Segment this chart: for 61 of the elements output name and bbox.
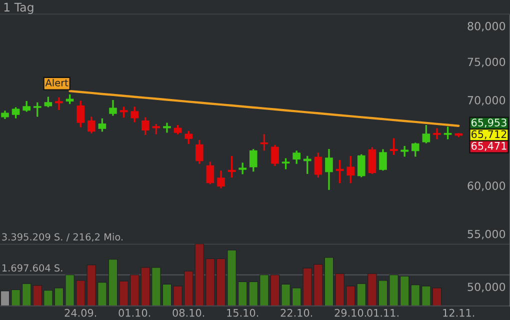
candlestick bbox=[303, 155, 312, 175]
candlestick bbox=[22, 100, 31, 113]
y-tick-label: 70,000 bbox=[468, 96, 506, 106]
x-tick-label: 29.10. bbox=[334, 308, 366, 317]
y-tick-label: 50,000 bbox=[468, 282, 506, 292]
candlestick bbox=[357, 153, 366, 178]
candlestick bbox=[314, 152, 322, 178]
y-tick-label: 75,000 bbox=[468, 58, 506, 68]
candlestick bbox=[217, 170, 225, 190]
y-tick-label: 55,000 bbox=[468, 230, 506, 240]
candlestick bbox=[271, 144, 279, 167]
candlestick bbox=[120, 106, 128, 119]
candlestick bbox=[422, 124, 430, 144]
annotation: Alert bbox=[45, 78, 68, 86]
candlestick bbox=[238, 162, 246, 176]
candlestick bbox=[228, 155, 236, 178]
ref-line-label: 1.697.604 S. bbox=[2, 264, 62, 272]
candlestick bbox=[184, 130, 192, 145]
text: 65,712 bbox=[472, 130, 506, 140]
candlestick bbox=[336, 159, 344, 184]
x-tick-label: 24.09. bbox=[64, 308, 96, 317]
candlestick bbox=[292, 150, 300, 165]
candlestick bbox=[163, 122, 171, 134]
candlestick bbox=[206, 160, 214, 186]
candlestick bbox=[55, 96, 63, 111]
candlestick bbox=[152, 123, 160, 136]
candlestick bbox=[411, 142, 420, 158]
candlestick bbox=[444, 126, 452, 140]
candlestick bbox=[130, 106, 138, 124]
candlestick bbox=[33, 102, 42, 118]
candlestick bbox=[390, 137, 398, 156]
candlestick bbox=[433, 127, 441, 140]
candlestick bbox=[400, 145, 408, 158]
candlestick bbox=[141, 116, 150, 136]
candlestick bbox=[109, 99, 117, 117]
text: 65,471 bbox=[472, 142, 506, 151]
candlestick bbox=[325, 148, 333, 191]
x-tick-label: 22.10. bbox=[280, 308, 312, 317]
text: 65,953 bbox=[472, 118, 506, 128]
candlestick bbox=[174, 124, 182, 136]
x-tick-label: 01.10. bbox=[118, 308, 150, 317]
candlestick bbox=[368, 146, 376, 175]
x-tick-label: 01.11. bbox=[367, 308, 398, 317]
chart-title: 1 Tag bbox=[4, 2, 34, 14]
candlestick bbox=[87, 116, 96, 134]
x-tick-label: 15.10. bbox=[227, 308, 258, 317]
candlestick bbox=[195, 139, 204, 165]
candlestick bbox=[282, 157, 290, 170]
y-tick-label: 80,000 bbox=[468, 22, 506, 32]
candlestick bbox=[76, 100, 84, 128]
candlestick bbox=[66, 94, 74, 105]
candlestick bbox=[98, 117, 106, 133]
candlestick bbox=[44, 96, 52, 108]
candlestick bbox=[379, 148, 387, 172]
x-tick-label: 12.11. bbox=[443, 308, 474, 317]
candlestick bbox=[346, 155, 354, 184]
y-tick-label: 60,000 bbox=[468, 182, 506, 192]
x-tick-label: 08.10. bbox=[172, 308, 204, 317]
candlestick bbox=[12, 106, 20, 120]
ref-line-label: 3.395.209 S. / 216,2 Mio. bbox=[2, 233, 123, 242]
candlestick bbox=[249, 148, 258, 172]
